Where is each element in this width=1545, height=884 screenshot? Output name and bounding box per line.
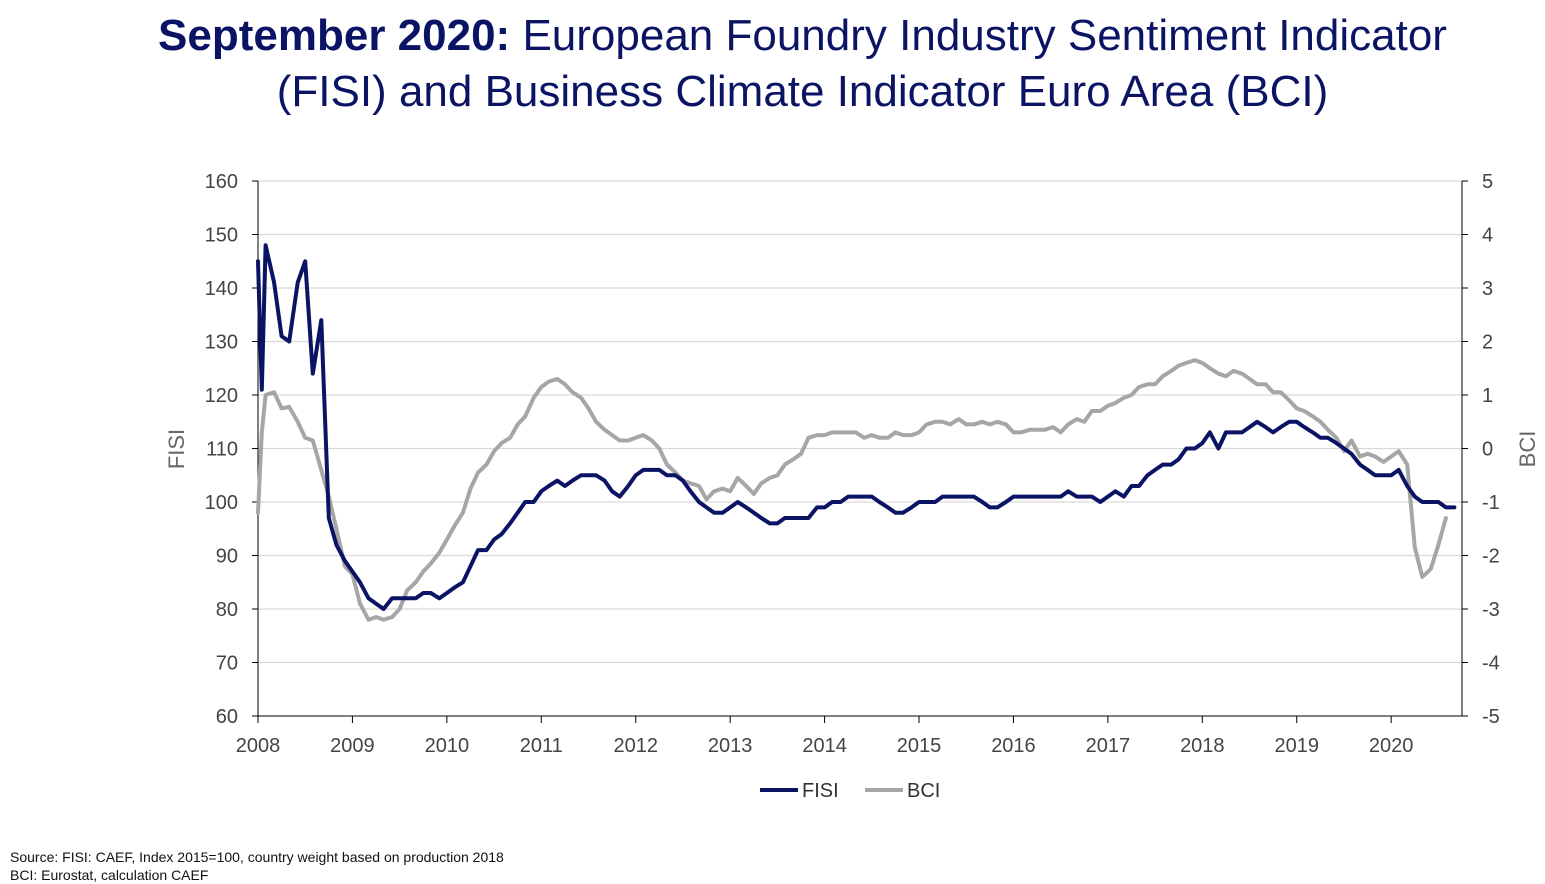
title-line-2: (FISI) and Business Climate Indicator Eu… bbox=[276, 67, 1329, 116]
tick-label: 120 bbox=[205, 385, 238, 407]
tick-label: 2010 bbox=[425, 735, 470, 757]
tick-label: 70 bbox=[216, 653, 238, 675]
tick-label: 2020 bbox=[1369, 735, 1414, 757]
legend-label-bci: BCI bbox=[907, 780, 940, 802]
tick-label: 0 bbox=[1482, 439, 1493, 461]
series-line-bci bbox=[256, 358, 1448, 622]
tick-label: -3 bbox=[1482, 599, 1500, 621]
tick-label: 80 bbox=[216, 599, 238, 621]
tick-label: 90 bbox=[216, 546, 238, 568]
series-line-fisi bbox=[256, 243, 1457, 611]
tick-label: 2011 bbox=[520, 735, 563, 757]
legend: FISI BCI bbox=[760, 780, 940, 802]
left-axis-ticks: 60 70 80 90 100 110 120 130 140 150 160 bbox=[205, 171, 258, 728]
source-line-1: Source: FISI: CAEF, Index 2015=100, coun… bbox=[10, 849, 504, 865]
tick-label: 2012 bbox=[613, 735, 658, 757]
tick-label: 2017 bbox=[1086, 735, 1131, 757]
x-axis-ticks: 2008 2009 2010 2011 2012 2013 2014 2015 2016 2017… bbox=[236, 716, 1414, 757]
tick-label: -2 bbox=[1482, 546, 1500, 568]
tick-label: 5 bbox=[1482, 171, 1493, 193]
tick-label: 2015 bbox=[897, 735, 942, 757]
series-lines bbox=[256, 243, 1457, 622]
tick-label: 2013 bbox=[708, 735, 753, 757]
tick-label: 2008 bbox=[236, 735, 281, 757]
tick-label: -1 bbox=[1482, 492, 1500, 514]
tick-label: 2016 bbox=[991, 735, 1036, 757]
title-line-1: September 2020: European Foundry Industr… bbox=[60, 8, 1545, 64]
tick-label: 60 bbox=[216, 706, 238, 728]
tick-label: 4 bbox=[1482, 225, 1493, 247]
tick-label: -5 bbox=[1482, 706, 1500, 728]
title-rest-line1: European Foundry Industry Sentiment Indi… bbox=[522, 11, 1447, 60]
tick-label: 100 bbox=[205, 492, 238, 514]
tick-label: 110 bbox=[206, 439, 238, 461]
tick-label: 2014 bbox=[802, 735, 847, 757]
tick-label: 1 bbox=[1482, 385, 1493, 407]
y-axis-label-left: FISI bbox=[164, 429, 189, 469]
tick-label: 160 bbox=[205, 171, 238, 193]
tick-label: 3 bbox=[1482, 278, 1493, 300]
gridlines bbox=[258, 180, 1462, 664]
chart-title: September 2020: European Foundry Industr… bbox=[0, 8, 1545, 120]
tick-label: 130 bbox=[205, 332, 238, 354]
tick-label: 2018 bbox=[1180, 735, 1225, 757]
tick-label: 2 bbox=[1482, 332, 1493, 354]
tick-label: 140 bbox=[205, 278, 238, 300]
right-axis-ticks: -5 -4 -3 -2 -1 0 1 2 3 4 5 bbox=[1462, 171, 1500, 728]
legend-label-fisi: FISI bbox=[802, 780, 839, 802]
source-line-2: BCI: Eurostat, calculation CAEF bbox=[10, 867, 209, 883]
title-bold-part: September 2020: bbox=[158, 11, 511, 60]
tick-label: -4 bbox=[1482, 653, 1500, 675]
tick-label: 2019 bbox=[1274, 735, 1319, 757]
tick-label: 150 bbox=[205, 225, 238, 247]
y-axis-label-right: BCI bbox=[1515, 431, 1540, 468]
tick-label: 2009 bbox=[330, 735, 375, 757]
source-note: Source: FISI: CAEF, Index 2015=100, coun… bbox=[10, 848, 504, 884]
